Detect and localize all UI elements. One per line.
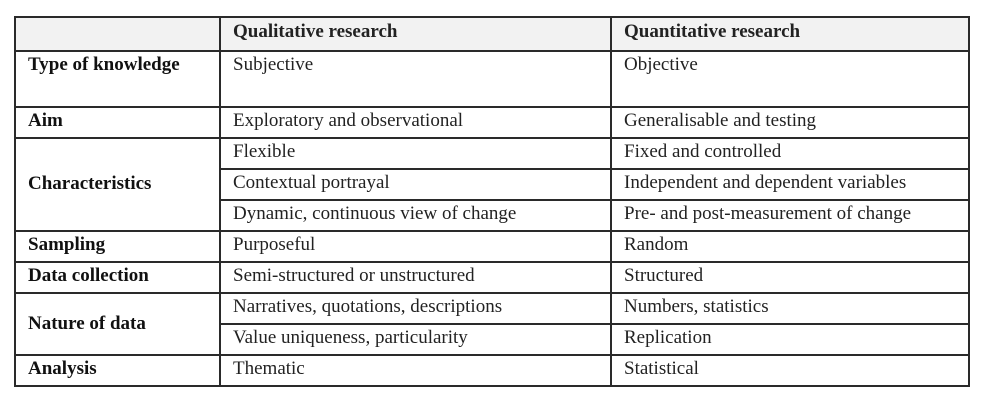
header-corner	[14, 16, 221, 52]
cell-quantitative: Pre- and post-measurement of change	[610, 199, 970, 232]
cell-quantitative: Statistical	[610, 354, 970, 387]
table-row: Type of knowledge Subjective Objective	[14, 50, 970, 108]
row-label-sampling: Sampling	[14, 230, 221, 263]
cell-qualitative: Contextual portrayal	[219, 168, 612, 201]
cell-quantitative: Fixed and controlled	[610, 137, 970, 170]
table-row: Data collection Semi-structured or unstr…	[14, 261, 970, 294]
cell-qualitative: Value uniqueness, particularity	[219, 323, 612, 356]
table-row: Value uniqueness, particularity Replicat…	[15, 323, 970, 356]
row-label-nature-of-data: Nature of data	[14, 292, 221, 356]
table-header-row: Qualitative research Quantitative resear…	[14, 16, 970, 52]
row-label-analysis: Analysis	[14, 354, 221, 387]
cell-quantitative: Random	[610, 230, 970, 263]
cell-quantitative: Generalisable and testing	[610, 106, 970, 139]
comparison-table: Qualitative research Quantitative resear…	[14, 16, 970, 387]
table-row: Analysis Thematic Statistical	[14, 354, 970, 387]
header-quantitative: Quantitative research	[610, 16, 970, 52]
cell-qualitative: Thematic	[219, 354, 612, 387]
row-label-data-collection: Data collection	[14, 261, 221, 294]
cell-quantitative: Replication	[610, 323, 970, 356]
cell-qualitative: Purposeful	[219, 230, 612, 263]
cell-quantitative: Numbers, statistics	[610, 292, 970, 325]
table-row: Nature of data Narratives, quotations, d…	[14, 292, 970, 356]
table-row: Aim Exploratory and observational Genera…	[14, 106, 970, 139]
cell-quantitative: Independent and dependent variables	[610, 168, 970, 201]
cell-quantitative: Structured	[610, 261, 970, 294]
row-label-aim: Aim	[14, 106, 221, 139]
table-row: Contextual portrayal Independent and dep…	[15, 168, 970, 201]
cell-qualitative: Subjective	[219, 50, 612, 108]
table-row: Sampling Purposeful Random	[14, 230, 970, 263]
cell-quantitative: Objective	[610, 50, 970, 108]
cell-qualitative: Narratives, quotations, descriptions	[219, 292, 612, 325]
cell-qualitative: Dynamic, continuous view of change	[219, 199, 612, 232]
row-label-characteristics: Characteristics	[14, 137, 221, 232]
table-row: Characteristics Flexible Fixed and contr…	[14, 137, 970, 232]
cell-qualitative: Exploratory and observational	[219, 106, 612, 139]
comparison-table-container: Qualitative research Quantitative resear…	[14, 16, 970, 387]
header-qualitative: Qualitative research	[219, 16, 612, 52]
table-row: Dynamic, continuous view of change Pre- …	[15, 199, 970, 232]
cell-qualitative: Flexible	[219, 137, 612, 170]
row-label-type-of-knowledge: Type of knowledge	[14, 50, 221, 108]
cell-qualitative: Semi-structured or unstructured	[219, 261, 612, 294]
